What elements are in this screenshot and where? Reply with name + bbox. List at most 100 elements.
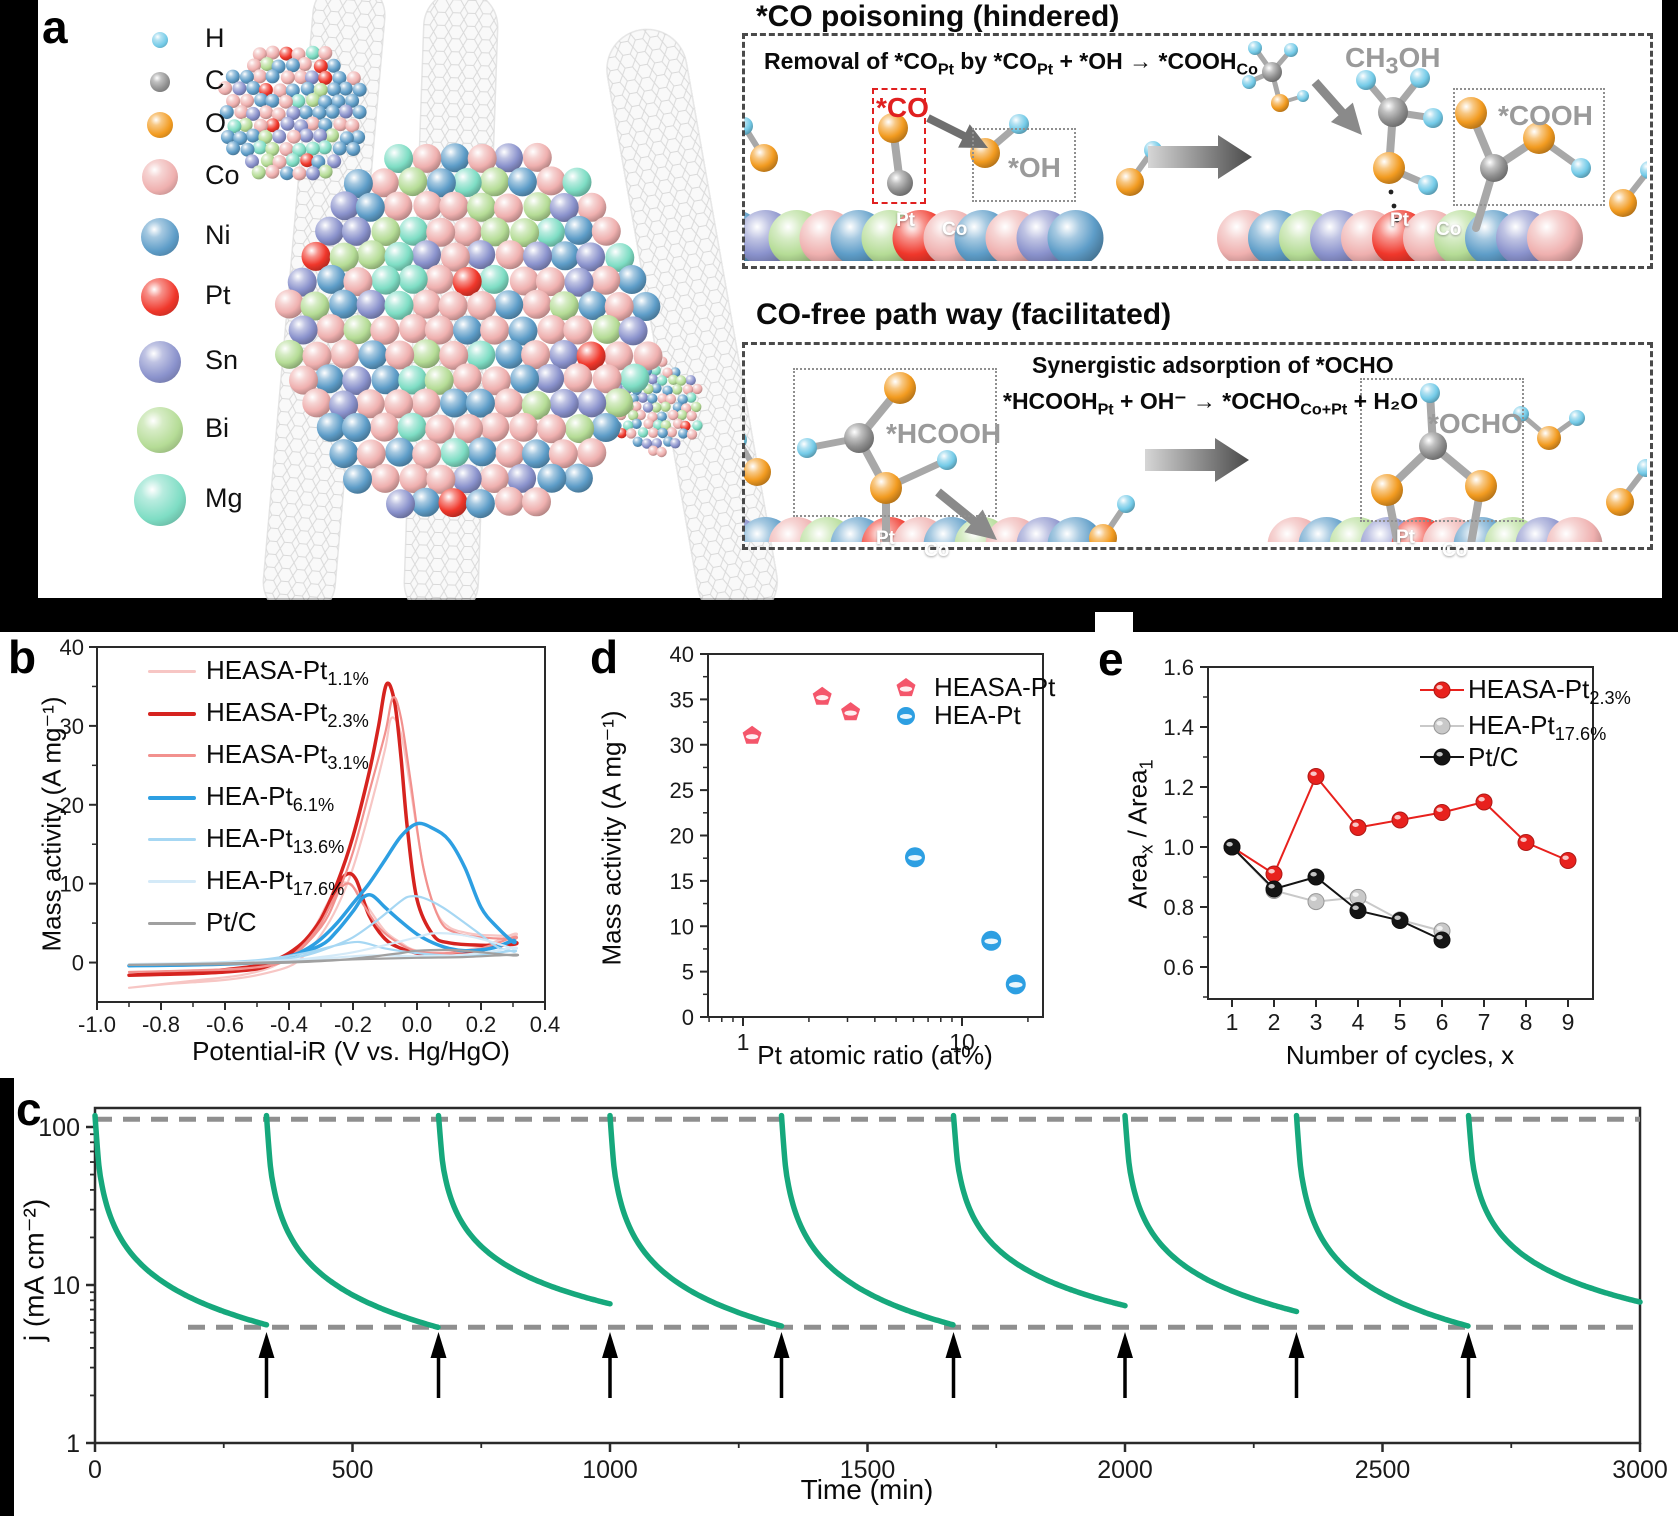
- svg-text:40: 40: [60, 635, 84, 660]
- pt-site-label-3: Pt: [876, 528, 895, 549]
- legend-atom-Co: [142, 159, 178, 195]
- legend-atom-Ni: [141, 218, 179, 256]
- right-margin-strip-top: [1662, 0, 1678, 598]
- co-poisoning-scene: [744, 41, 1647, 261]
- chart-d-canvas: 1 10 0 5 10 15 20 25 30 35 40: [670, 642, 1044, 1055]
- svg-text:25: 25: [670, 778, 694, 803]
- svg-text:40: 40: [670, 642, 694, 667]
- chart-b-legend-line: [148, 670, 196, 673]
- svg-text:-0.2: -0.2: [334, 1012, 372, 1037]
- svg-text:-0.6: -0.6: [206, 1012, 244, 1037]
- chart-b-legend-line: [148, 712, 196, 716]
- chart-b-legend-label: Pt/C: [206, 907, 257, 937]
- co-site-label-4: Co: [1442, 540, 1468, 561]
- panel-c-label: c: [16, 1083, 42, 1135]
- svg-text:0.8: 0.8: [1163, 895, 1194, 920]
- co-site-label-3: Co: [924, 540, 950, 561]
- svg-text:1: 1: [66, 1430, 80, 1458]
- co-free-line2: *HCOOHPt + OH⁻ → *OCHOCo+Pt + H₂O: [1003, 388, 1419, 419]
- co-free-box: [742, 342, 1653, 550]
- svg-text:0.4: 0.4: [530, 1012, 561, 1037]
- legend-atom-Mg: [134, 474, 186, 526]
- legend-atom-C: [150, 72, 170, 92]
- chart-e-canvas: 1 2 3 4 5 6 7 8 9 0.6 0.8 1.0 1.2 1.4 1.6: [1163, 655, 1594, 1035]
- svg-text:20: 20: [670, 824, 694, 849]
- chart-b-legend-label: HEA-Pt17.6%: [206, 865, 345, 900]
- svg-text:1.0: 1.0: [1163, 835, 1194, 860]
- svg-text:1: 1: [737, 1029, 750, 1055]
- chart-d-legend-heasa: HEASA-Pt: [934, 672, 1056, 702]
- legend-atom-label-Mg: Mg: [205, 483, 243, 513]
- pt-site-label-4: Pt: [1396, 527, 1415, 548]
- svg-text:1.2: 1.2: [1163, 775, 1194, 800]
- chart-b-legend-line: [148, 796, 196, 800]
- svg-text:10: 10: [670, 914, 694, 939]
- chart-b-legend-label: HEA-Pt6.1%: [206, 781, 335, 816]
- legend-atom-Bi: [137, 407, 183, 453]
- legend-atom-label-Sn: Sn: [205, 345, 239, 375]
- hcooh-highlight-box: [793, 368, 997, 517]
- chart-b-legend-label: HEA-Pt13.6%: [206, 823, 345, 858]
- chart-e-ylabel: Areax / Area1: [1122, 759, 1157, 909]
- svg-text:4: 4: [1352, 1009, 1365, 1035]
- svg-text:6: 6: [1436, 1009, 1449, 1035]
- svg-text:0: 0: [88, 1456, 102, 1484]
- panel-a-illustration: [218, 0, 1647, 600]
- svg-text:0: 0: [72, 951, 84, 976]
- svg-text:2000: 2000: [1097, 1456, 1153, 1484]
- nanoparticle-large: [274, 142, 663, 519]
- chart-b-legend-line: [148, 754, 196, 757]
- legend-atom-Sn: [139, 341, 181, 383]
- svg-text:-0.4: -0.4: [270, 1012, 308, 1037]
- svg-text:30: 30: [60, 714, 84, 739]
- pt-site-label-1: Pt: [896, 210, 915, 231]
- chart-e-legend-ptc: Pt/C: [1468, 742, 1519, 772]
- svg-text:1: 1: [1226, 1009, 1239, 1035]
- svg-text:35: 35: [670, 687, 694, 712]
- co-site-label-2: Co: [1436, 219, 1462, 240]
- svg-text:2: 2: [1268, 1009, 1281, 1035]
- chart-b-legend-line: [148, 838, 196, 841]
- chart-b-legend-label: HEASA-Pt2.3%: [206, 697, 369, 732]
- left-margin-strip-bottom: [0, 1078, 14, 1516]
- cooh-highlight-box: [1453, 88, 1605, 206]
- chart-b-legend-label: HEASA-Pt3.1%: [206, 739, 369, 774]
- co-free-scene: [744, 372, 1647, 542]
- svg-text:2500: 2500: [1355, 1456, 1411, 1484]
- legend-atom-O: [147, 112, 173, 138]
- svg-text:8: 8: [1520, 1009, 1533, 1035]
- co-poisoning-box: [742, 33, 1653, 269]
- ocho-label: *OCHO: [1428, 408, 1523, 439]
- svg-text:0: 0: [682, 1005, 694, 1030]
- hcooh-label: *HCOOH: [886, 418, 1002, 449]
- svg-text:0.2: 0.2: [466, 1012, 497, 1037]
- divider-notch: [1095, 612, 1133, 632]
- co-free-title: CO-free path way (facilitated): [756, 298, 1172, 331]
- svg-text:-1.0: -1.0: [78, 1012, 116, 1037]
- panel-d-label: d: [590, 631, 619, 683]
- chart-b-canvas: -1.0 -0.8 -0.6 -0.4 -0.2 0.0 0.2 0.4 0 10 20 30 40: [60, 635, 561, 1037]
- chart-b-xlabel: Potential-iR (V vs. Hg/HgO): [192, 1036, 510, 1066]
- ocho-highlight-box: [1360, 378, 1524, 522]
- legend-atom-label-Pt: Pt: [205, 280, 231, 310]
- pt-site-label-2: Pt: [1390, 210, 1409, 231]
- chart-b-legend-label: HEASA-Pt1.1%: [206, 655, 369, 690]
- legend-atom-label-Co: Co: [205, 160, 240, 190]
- chart-e-legend-heasa: HEASA-Pt2.3%: [1468, 674, 1631, 709]
- co-poisoning-reaction: Removal of *COPt by *COPt + *OH → *COOHC…: [764, 48, 1258, 79]
- svg-text:5: 5: [682, 960, 694, 985]
- chart-d-legend-hea: HEA-Pt: [934, 700, 1021, 730]
- legend-atom-label-O: O: [205, 108, 227, 138]
- co-site-label-1: Co: [942, 219, 968, 240]
- svg-text:3000: 3000: [1612, 1456, 1668, 1484]
- svg-text:3: 3: [1310, 1009, 1323, 1035]
- svg-text:1000: 1000: [582, 1456, 638, 1484]
- oh-label: *OH: [1008, 152, 1061, 183]
- svg-text:0.0: 0.0: [402, 1012, 433, 1037]
- svg-text:10: 10: [949, 1029, 975, 1055]
- panel-a-label: a: [42, 1, 68, 53]
- chart-c-ylabel: j (mA cm⁻²): [18, 1198, 50, 1342]
- left-margin-strip-top: [0, 0, 38, 598]
- svg-text:1.4: 1.4: [1163, 715, 1194, 740]
